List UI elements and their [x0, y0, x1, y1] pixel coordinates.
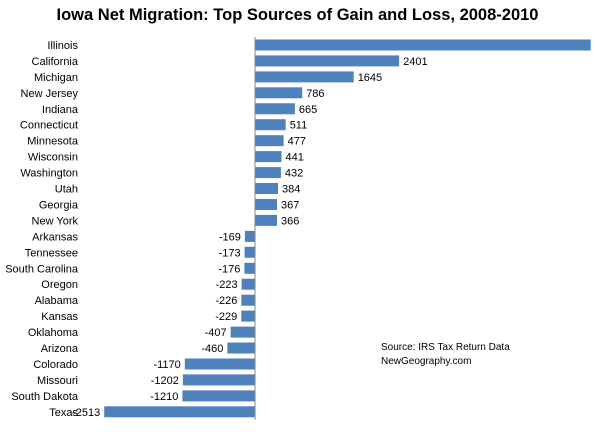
category-label-connecticut: Connecticut: [20, 120, 78, 132]
category-label-arkansas: Arkansas: [32, 231, 78, 243]
bar-texas: [104, 406, 255, 418]
category-label-arizona: Arizona: [41, 343, 79, 355]
category-label-new-york: New York: [32, 215, 79, 227]
category-label-georgia: Georgia: [39, 200, 79, 212]
bar-alabama: [241, 294, 255, 306]
value-label-washington: 432: [285, 168, 303, 180]
category-label-new-jersey: New Jersey: [21, 88, 79, 100]
category-label-oklahoma: Oklahoma: [28, 327, 79, 339]
bar-utah: [255, 183, 278, 194]
category-label-south-dakota: South Dakota: [11, 391, 79, 403]
bar-georgia: [255, 199, 277, 210]
value-label-new-jersey: 786: [306, 88, 324, 100]
category-label-washington: Washington: [20, 168, 78, 180]
value-label-indiana: 665: [299, 104, 317, 116]
bar-south-carolina: [244, 262, 255, 274]
category-label-kansas: Kansas: [41, 311, 78, 323]
value-label-connecticut: 511: [290, 120, 308, 132]
value-label-oklahoma: -407: [205, 327, 227, 339]
category-label-california: California: [32, 56, 79, 68]
bar-indiana: [255, 103, 295, 115]
website-annotation: NewGeography.com: [381, 356, 472, 367]
category-label-colorado: Colorado: [33, 359, 78, 371]
value-label-utah: 384: [282, 184, 300, 196]
category-label-texas: Texas: [49, 407, 78, 419]
category-label-south-carolina: South Carolina: [5, 263, 79, 275]
chart-title: Iowa Net Migration: Top Sources of Gain …: [56, 6, 539, 24]
category-label-utah: Utah: [55, 184, 78, 196]
bar-washington: [255, 167, 281, 179]
category-label-wisconsin: Wisconsin: [28, 152, 78, 164]
value-label-wisconsin: 441: [286, 152, 304, 164]
category-label-alabama: Alabama: [35, 295, 79, 307]
category-label-indiana: Indiana: [42, 104, 79, 116]
value-label-new-york: 366: [281, 215, 299, 227]
value-label-south-carolina: -176: [218, 263, 240, 275]
value-label-texas: -2513: [72, 407, 100, 419]
bar-new-york: [255, 214, 277, 226]
value-label-alabama: -226: [215, 295, 237, 307]
category-label-minnesota: Minnesota: [27, 136, 79, 148]
bar-colorado: [184, 358, 255, 370]
category-label-michigan: Michigan: [34, 72, 78, 84]
category-label-oregon: Oregon: [41, 279, 78, 291]
bars-layer: [104, 39, 591, 418]
value-label-kansas: -229: [215, 311, 237, 323]
bar-illinois: [255, 39, 591, 51]
bar-missouri: [182, 374, 255, 386]
bar-arizona: [227, 342, 255, 354]
bar-new-jersey: [255, 87, 303, 99]
value-label-california: 2401: [403, 56, 427, 68]
value-label-michigan: 1645: [358, 72, 382, 84]
category-labels-layer: Illinois California Michigan New Jersey Indi…: [5, 40, 79, 419]
bar-oklahoma: [230, 326, 255, 338]
value-label-arizona: -460: [201, 343, 223, 355]
value-label-missouri: -1202: [151, 375, 179, 387]
value-label-georgia: 367: [281, 200, 299, 212]
bar-arkansas: [244, 230, 255, 242]
category-label-illinois: Illinois: [47, 40, 78, 52]
bar-wisconsin: [255, 151, 282, 163]
value-label-colorado: -1170: [153, 359, 180, 371]
source-annotation: Source: IRS Tax Return Data: [381, 342, 510, 353]
category-label-missouri: Missouri: [37, 375, 78, 387]
bar-oregon: [241, 278, 255, 290]
bar-michigan: [255, 71, 354, 83]
value-label-oregon: -223: [216, 279, 238, 291]
value-label-arkansas: -169: [219, 231, 241, 243]
value-label-minnesota: 477: [288, 136, 306, 148]
value-labels-layer: 559324011645786665511477441432384367366-…: [72, 40, 595, 419]
bar-tennessee: [244, 246, 255, 258]
bar-south-dakota: [182, 390, 255, 402]
bar-california: [255, 55, 400, 67]
value-label-south-dakota: -1210: [150, 391, 178, 403]
bar-kansas: [241, 310, 255, 322]
value-label-tennessee: -173: [219, 247, 241, 259]
bar-minnesota: [255, 135, 284, 147]
category-label-tennessee: Tennessee: [25, 247, 78, 259]
bar-connecticut: [255, 119, 286, 131]
